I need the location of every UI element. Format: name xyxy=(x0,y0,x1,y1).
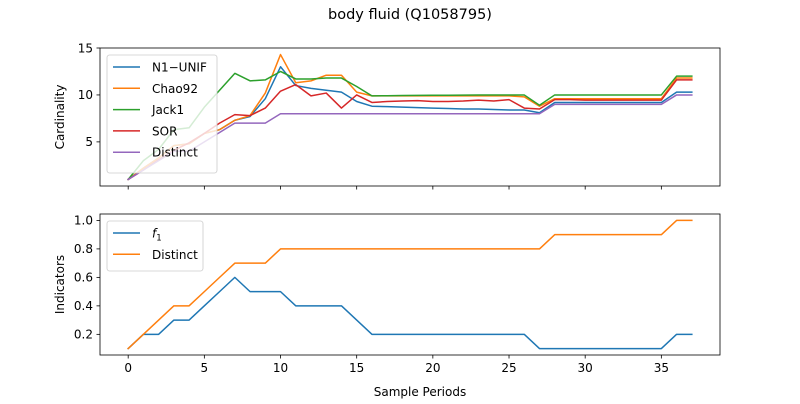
indicators-x-tick-label: 20 xyxy=(425,361,440,375)
cardinality-panel: 5 10 15 Cardinality N1−UNIF Chao92 Jack1 SOR Dis… xyxy=(53,41,721,190)
cardinality-legend-label: Chao92 xyxy=(152,82,198,96)
indicators-x-tick-label: 35 xyxy=(654,361,669,375)
cardinality-series-sor-line xyxy=(127,79,693,181)
cardinality-legend: N1−UNIF Chao92 Jack1 SOR Distinct xyxy=(106,54,218,174)
cardinality-axes-frame xyxy=(99,47,721,187)
indicators-x-tick-label: 30 xyxy=(578,361,593,375)
indicators-y-tick-label: 0.2 xyxy=(74,328,93,342)
cardinality-y-tick-label: 5 xyxy=(85,135,93,149)
indicators-x-axis-label: Sample Periods xyxy=(374,385,466,399)
indicators-legend-label: f1 xyxy=(152,227,162,244)
cardinality-legend-box xyxy=(106,54,218,174)
indicators-y-tick-label: 0.6 xyxy=(74,271,93,285)
indicators-legend-label: Distinct xyxy=(152,248,198,262)
indicators-series-distinct-line xyxy=(127,219,693,350)
indicators-series-f-line xyxy=(127,276,693,350)
cardinality-legend-label: SOR xyxy=(152,124,177,138)
cardinality-legend-label: N1−UNIF xyxy=(152,61,207,75)
indicators-x-tick-label: 10 xyxy=(273,361,288,375)
cardinality-legend-label: Distinct xyxy=(152,146,198,160)
figure-title: body fluid (Q1058795) xyxy=(328,7,492,23)
cardinality-legend-label: Jack1 xyxy=(151,103,184,117)
indicators-y-tick-label: 0.8 xyxy=(74,242,93,256)
cardinality-y-tick-label: 10 xyxy=(78,88,93,102)
indicators-x-tick-label: 5 xyxy=(201,361,209,375)
indicators-y-tick-label: 1.0 xyxy=(74,214,93,228)
indicators-x-tick-label: 0 xyxy=(124,361,132,375)
indicators-y-axis-label: Indicators xyxy=(53,255,67,314)
cardinality-y-axis-label: Cardinality xyxy=(53,85,67,150)
cardinality-series-distinct-line xyxy=(127,94,693,181)
indicators-x-tick-label: 15 xyxy=(349,361,364,375)
indicators-axes-frame xyxy=(99,213,721,356)
cardinality-series-jack1-line xyxy=(127,70,693,181)
cardinality-y-tick-label: 15 xyxy=(78,41,93,55)
indicators-panel: 0 5 10 15 20 25 30 35 0.2 0.4 0.6 0.8 1.0 Indicators S… xyxy=(53,213,721,399)
indicators-legend: f1 Distinct xyxy=(106,220,204,272)
indicators-y-tick-label: 0.4 xyxy=(74,299,93,313)
indicators-x-tick-label: 25 xyxy=(501,361,516,375)
